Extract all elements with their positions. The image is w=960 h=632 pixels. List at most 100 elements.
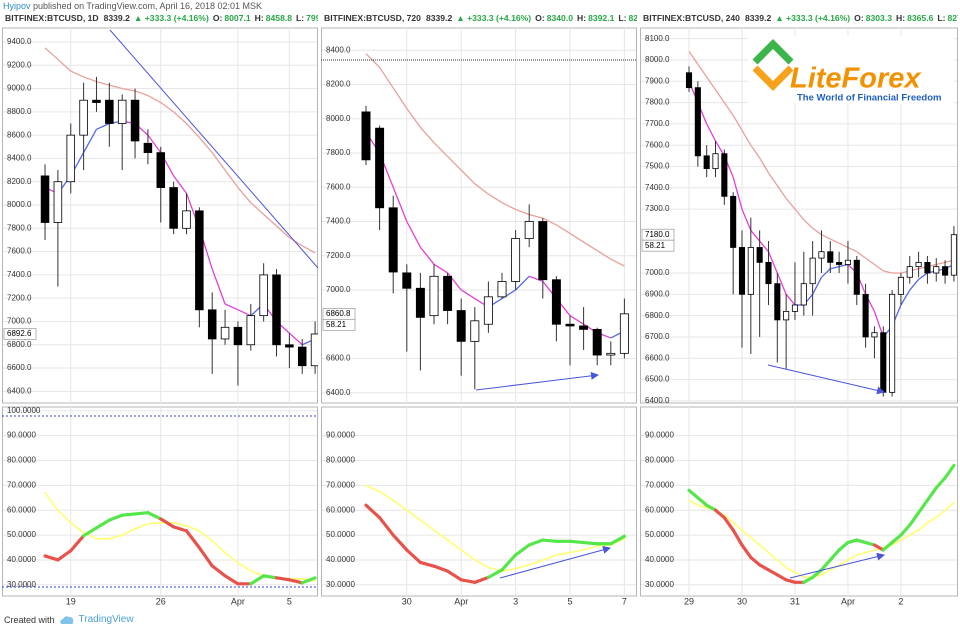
symbol-header: BITFINEX:BTCUSD, 720 8339.2 ▲ +333.3 (+4.1… [324, 13, 637, 23]
x-tick-label: 7 [622, 596, 627, 606]
ohlc-value: 8392.1 [588, 13, 615, 23]
moving-average [529, 214, 543, 219]
moving-average [785, 293, 796, 306]
y-tick-label: 9000.0 [7, 84, 32, 93]
indicator-line [223, 574, 240, 586]
moving-average [759, 157, 770, 174]
ohlc-value: 8458.8 [266, 13, 293, 23]
x-tick-label: Apr [841, 596, 855, 606]
indicator-signal [378, 490, 394, 502]
indicator-line [500, 553, 518, 572]
candle-body [375, 127, 385, 209]
candle-body [942, 266, 949, 276]
indicator-line [56, 549, 73, 562]
y-tick-label: 7000.0 [326, 285, 351, 294]
indicator-line [391, 533, 409, 552]
price-box [322, 319, 356, 331]
candle-body [285, 344, 294, 348]
footer: Created with TradingView [4, 614, 134, 625]
candle-body [233, 326, 243, 346]
candle-body [738, 247, 746, 295]
indicator-line [133, 511, 150, 516]
y-tick-label: 7600.0 [645, 140, 670, 149]
logo-name: LiteForex [790, 63, 922, 95]
moving-average [556, 224, 571, 235]
moving-average [392, 87, 408, 109]
candle-body [579, 325, 589, 330]
x-tick-label: 30 [402, 596, 412, 606]
y-tick-label: 100.0000 [7, 406, 41, 415]
y-tick-label: 6800.0 [7, 340, 32, 349]
candle-body [415, 287, 425, 318]
candle-body [79, 99, 88, 136]
y-tick-label: 60.0000 [326, 505, 355, 514]
y-tick-label: 8400.0 [326, 45, 351, 54]
moving-average [211, 152, 226, 171]
moving-average [874, 263, 884, 272]
y-tick-label: 7200.0 [7, 293, 32, 302]
candle-body [889, 293, 896, 393]
candle-body [871, 332, 878, 338]
candle-body [862, 293, 869, 338]
y-tick-label: 80.0000 [7, 456, 36, 465]
indicator-signal [224, 551, 239, 564]
moving-average [776, 185, 787, 199]
candle-body [880, 332, 887, 393]
ohlc-label: O: [213, 13, 223, 23]
candle-body [511, 238, 521, 282]
indicator-line [418, 560, 436, 568]
candle-body [40, 175, 50, 223]
moving-average [785, 198, 796, 210]
ohlc-label: L: [296, 13, 304, 23]
moving-average [122, 87, 136, 92]
x-tick-label: 2 [898, 596, 903, 606]
y-tick-label: 60.0000 [7, 505, 36, 514]
indicator-line [582, 540, 599, 546]
ohlc-label: H: [577, 13, 586, 23]
y-tick-label: 8200.0 [326, 80, 351, 89]
indicator-line [210, 564, 227, 578]
moving-average [723, 102, 734, 116]
moving-average [173, 175, 188, 194]
indicator-line [527, 538, 545, 547]
indicator-line [568, 539, 586, 545]
divergence-arrow [475, 371, 599, 391]
y-tick-label: 7600.0 [7, 247, 32, 256]
moving-average [821, 234, 831, 240]
indicator-line [925, 486, 938, 502]
footer-brand[interactable]: TradingView [78, 614, 134, 625]
candle-body [619, 313, 629, 354]
y-tick-label: 7000.0 [645, 268, 670, 277]
moving-average [918, 272, 928, 280]
indicator-signal [785, 566, 796, 574]
y-tick-label: 7800.0 [645, 98, 670, 107]
indicator-line [916, 498, 930, 515]
indicator-line [82, 526, 99, 538]
change: ▲ +333.3 (+4.16%) [134, 13, 209, 23]
y-tick-label: 6600.0 [326, 354, 351, 363]
logo-mark [752, 65, 794, 91]
y-tick-label: 9400.0 [7, 37, 32, 46]
candle-body [66, 134, 76, 183]
indicator-line [514, 543, 531, 557]
moving-average [57, 58, 72, 72]
indicator-signal [474, 559, 490, 569]
moving-average [610, 258, 625, 267]
chart-panel: LiteForex The World of Financial Freedom… [640, 13, 958, 606]
candle-body [169, 187, 178, 229]
moving-average [865, 257, 875, 266]
indicator-signal [185, 525, 201, 532]
ohlc-label: H: [896, 13, 905, 23]
indicator-pane [2, 406, 318, 597]
publish-text: published on TradingView.com, April 16, … [33, 1, 263, 11]
candle-body [117, 99, 127, 124]
moving-average [433, 263, 448, 274]
moving-average [759, 240, 769, 253]
indicator-line [172, 525, 189, 533]
moving-average [750, 229, 761, 242]
indicator-signal [767, 551, 779, 561]
moving-average [501, 202, 516, 211]
author[interactable]: Hyipov [3, 1, 31, 11]
indicator-line [934, 476, 947, 490]
moving-average [447, 272, 462, 291]
